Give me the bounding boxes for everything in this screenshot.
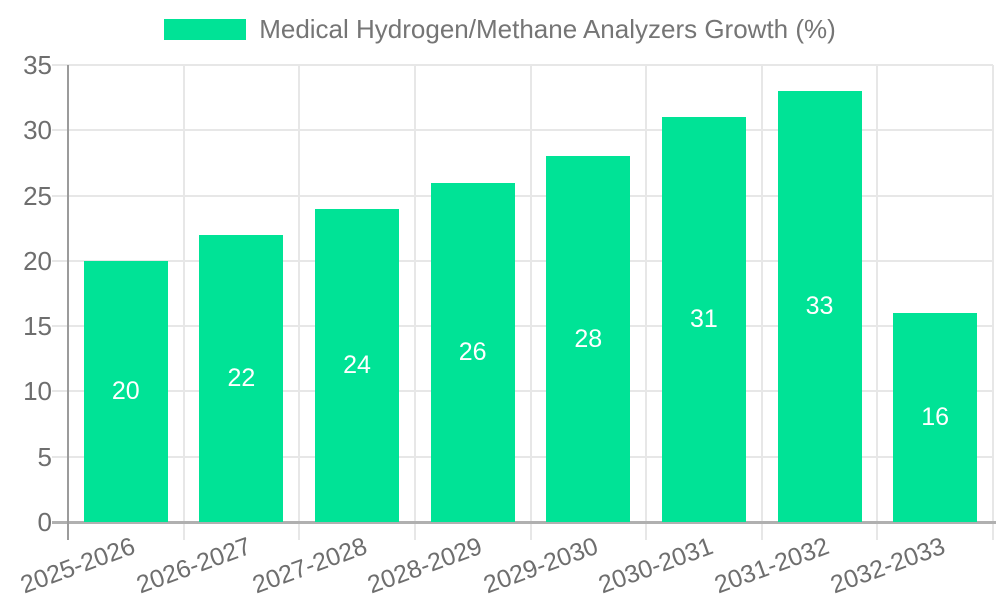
bar-value-label: 26	[458, 337, 487, 366]
x-axis-line	[52, 521, 996, 524]
gridline-horizontal	[52, 129, 993, 132]
gridline-horizontal	[52, 325, 993, 328]
bar-value-label: 22	[227, 363, 256, 392]
legend[interactable]: Medical Hydrogen/Methane Analyzers Growt…	[0, 14, 1000, 44]
y-tick-label: 35	[23, 50, 52, 80]
legend-swatch	[164, 18, 247, 40]
y-axis-line	[67, 65, 69, 540]
bar-2030-2031[interactable]: 31	[661, 117, 746, 522]
bar-2025-2026[interactable]: 20	[83, 260, 168, 522]
bar-2028-2029[interactable]: 26	[430, 182, 515, 522]
gridline-vertical	[298, 65, 301, 540]
y-tick-label: 15	[23, 311, 52, 342]
bar-2026-2027[interactable]: 22	[199, 234, 284, 522]
x-tick-label: 2031-2032	[710, 532, 833, 600]
gridline-vertical	[529, 65, 532, 540]
bar-value-label: 31	[690, 305, 718, 334]
y-tick-label: 0	[37, 507, 52, 537]
y-tick-label: 5	[37, 441, 52, 472]
gridline-vertical	[413, 65, 416, 540]
bar-value-label: 24	[343, 350, 371, 379]
x-tick-label: 2027-2028	[248, 532, 371, 600]
gridline-horizontal	[52, 455, 993, 458]
bar-2029-2030[interactable]: 28	[546, 156, 631, 522]
gridline-horizontal	[52, 194, 993, 197]
legend-label: Medical Hydrogen/Methane Analyzers Growt…	[259, 14, 836, 44]
bar-value-label: 33	[805, 292, 834, 321]
y-tick-label: 20	[23, 245, 52, 276]
gridline-vertical	[992, 65, 994, 540]
y-tick-label: 30	[23, 115, 52, 146]
bar-value-label: 16	[921, 403, 950, 432]
gridline-horizontal	[52, 64, 993, 66]
y-tick-label: 25	[23, 180, 52, 211]
x-tick-label: 2029-2030	[479, 532, 602, 600]
bar-value-label: 28	[574, 324, 603, 353]
y-tick-label: 10	[23, 376, 52, 407]
bar-2032-2033[interactable]: 16	[893, 313, 978, 522]
bar-2031-2032[interactable]: 33	[777, 91, 862, 522]
x-tick-label: 2026-2027	[132, 532, 255, 600]
gridline-vertical	[760, 65, 763, 540]
x-tick-label: 2025-2026	[17, 532, 140, 600]
bar-2027-2028[interactable]: 24	[315, 208, 400, 522]
gridline-horizontal	[52, 259, 993, 262]
x-tick-label: 2028-2029	[363, 532, 486, 600]
gridline-vertical	[645, 65, 648, 540]
bar-value-label: 20	[111, 376, 140, 405]
gridline-vertical	[876, 65, 879, 540]
gridline-horizontal	[52, 390, 993, 393]
x-tick-label: 2032-2033	[826, 532, 949, 600]
x-tick-label: 2030-2031	[595, 532, 718, 600]
gridline-vertical	[182, 65, 185, 540]
